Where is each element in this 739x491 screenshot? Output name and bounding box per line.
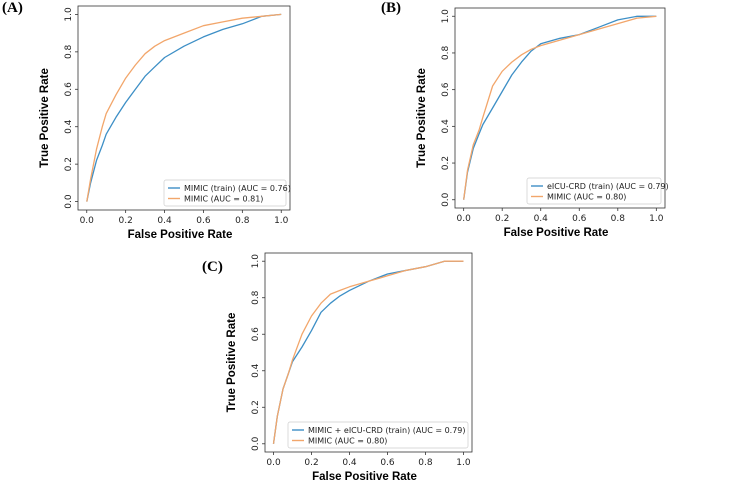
roc-line-test xyxy=(463,15,657,200)
legend-entry: MIMIC (AUC = 0.80) xyxy=(308,436,387,445)
x-tick-label: 0.6 xyxy=(572,214,587,224)
x-axis-title: False Positive Rate xyxy=(312,471,417,483)
roc-line-train xyxy=(272,260,464,444)
legend-entry: MIMIC (AUC = 0.81) xyxy=(184,194,263,203)
y-tick-label: 0.4 xyxy=(64,119,74,134)
x-tick-label: 0.2 xyxy=(495,214,509,224)
y-tick-label: 0.0 xyxy=(251,436,261,451)
panel-label-c: (C) xyxy=(202,259,223,275)
roc-line-test xyxy=(272,260,464,444)
y-tick-label: 1.0 xyxy=(251,254,261,269)
x-tick-label: 0.8 xyxy=(418,458,433,468)
panel-label-b: (B) xyxy=(381,0,401,16)
y-tick-label: 0.4 xyxy=(251,363,261,378)
y-tick-label: 0.6 xyxy=(251,327,261,342)
plot-frame xyxy=(264,252,473,453)
legend-box xyxy=(163,179,287,207)
legend-entry: MIMIC (AUC = 0.80) xyxy=(547,192,626,201)
x-tick-label: 0.0 xyxy=(266,458,281,468)
legend-entry: MIMIC + eICU-CRD (train) (AUC = 0.79) xyxy=(308,426,466,435)
x-tick-label: 0.4 xyxy=(157,216,172,226)
y-tick-label: 0.2 xyxy=(251,400,261,414)
roc-panel-2: 0.0 0.2 0.4 0.6 0.8 1.0 0.0 0.2 0.4 0.6 0.8 1.0 Fals… xyxy=(416,7,669,239)
roc-line-train xyxy=(86,13,282,202)
y-tick-label: 0.8 xyxy=(251,290,261,305)
panel-label-a: (A) xyxy=(2,0,23,16)
x-tick-label: 0.0 xyxy=(80,216,95,226)
y-tick-label: 1.0 xyxy=(64,7,74,22)
roc-panel-1: 0.0 0.2 0.4 0.6 0.8 1.0 0.0 0.2 0.4 0.6 0.8 1.0 Fals… xyxy=(39,5,291,241)
legend-entry: eICU-CRD (train) (AUC = 0.79) xyxy=(547,182,669,191)
x-tick-label: 1.0 xyxy=(274,216,289,226)
plot-frame xyxy=(77,5,291,211)
roc-panel-3: 0.0 0.2 0.4 0.6 0.8 1.0 0.0 0.2 0.4 0.6 0.8 1.0 Fals… xyxy=(226,252,473,483)
legend-entry: MIMIC (train) (AUC = 0.76) xyxy=(184,184,291,193)
x-tick-label: 0.8 xyxy=(611,214,626,224)
y-tick-label: 0.8 xyxy=(441,46,451,61)
x-tick-label: 0.8 xyxy=(235,216,250,226)
y-axis-title: True Positive Rate xyxy=(226,313,238,413)
x-tick-label: 1.0 xyxy=(456,458,471,468)
legend-box xyxy=(287,421,469,449)
y-tick-label: 0.6 xyxy=(441,82,451,97)
y-tick-label: 0.2 xyxy=(441,156,451,170)
x-tick-label: 0.6 xyxy=(196,216,211,226)
roc-line-train xyxy=(463,15,657,200)
x-tick-label: 0.2 xyxy=(304,458,318,468)
y-tick-label: 0.6 xyxy=(64,82,74,97)
y-axis-title: True Positive Rate xyxy=(39,68,51,168)
x-tick-label: 1.0 xyxy=(649,214,664,224)
x-tick-label: 0.6 xyxy=(380,458,395,468)
x-axis-title: False Positive Rate xyxy=(128,229,233,241)
plot-frame xyxy=(454,7,666,209)
x-tick-label: 0.0 xyxy=(457,214,472,224)
y-tick-label: 0.0 xyxy=(64,194,74,209)
y-tick-label: 0.0 xyxy=(441,192,451,207)
y-tick-label: 0.8 xyxy=(64,44,74,59)
x-tick-label: 0.2 xyxy=(118,216,132,226)
y-tick-label: 0.2 xyxy=(64,157,74,171)
x-tick-label: 0.4 xyxy=(342,458,357,468)
y-tick-label: 0.4 xyxy=(441,119,451,134)
y-tick-label: 1.0 xyxy=(441,9,451,24)
roc-line-test xyxy=(86,13,282,202)
x-tick-label: 0.4 xyxy=(534,214,549,224)
x-axis-title: False Positive Rate xyxy=(504,227,609,239)
legend-box xyxy=(526,177,662,205)
y-axis-title: True Positive Rate xyxy=(416,68,428,168)
